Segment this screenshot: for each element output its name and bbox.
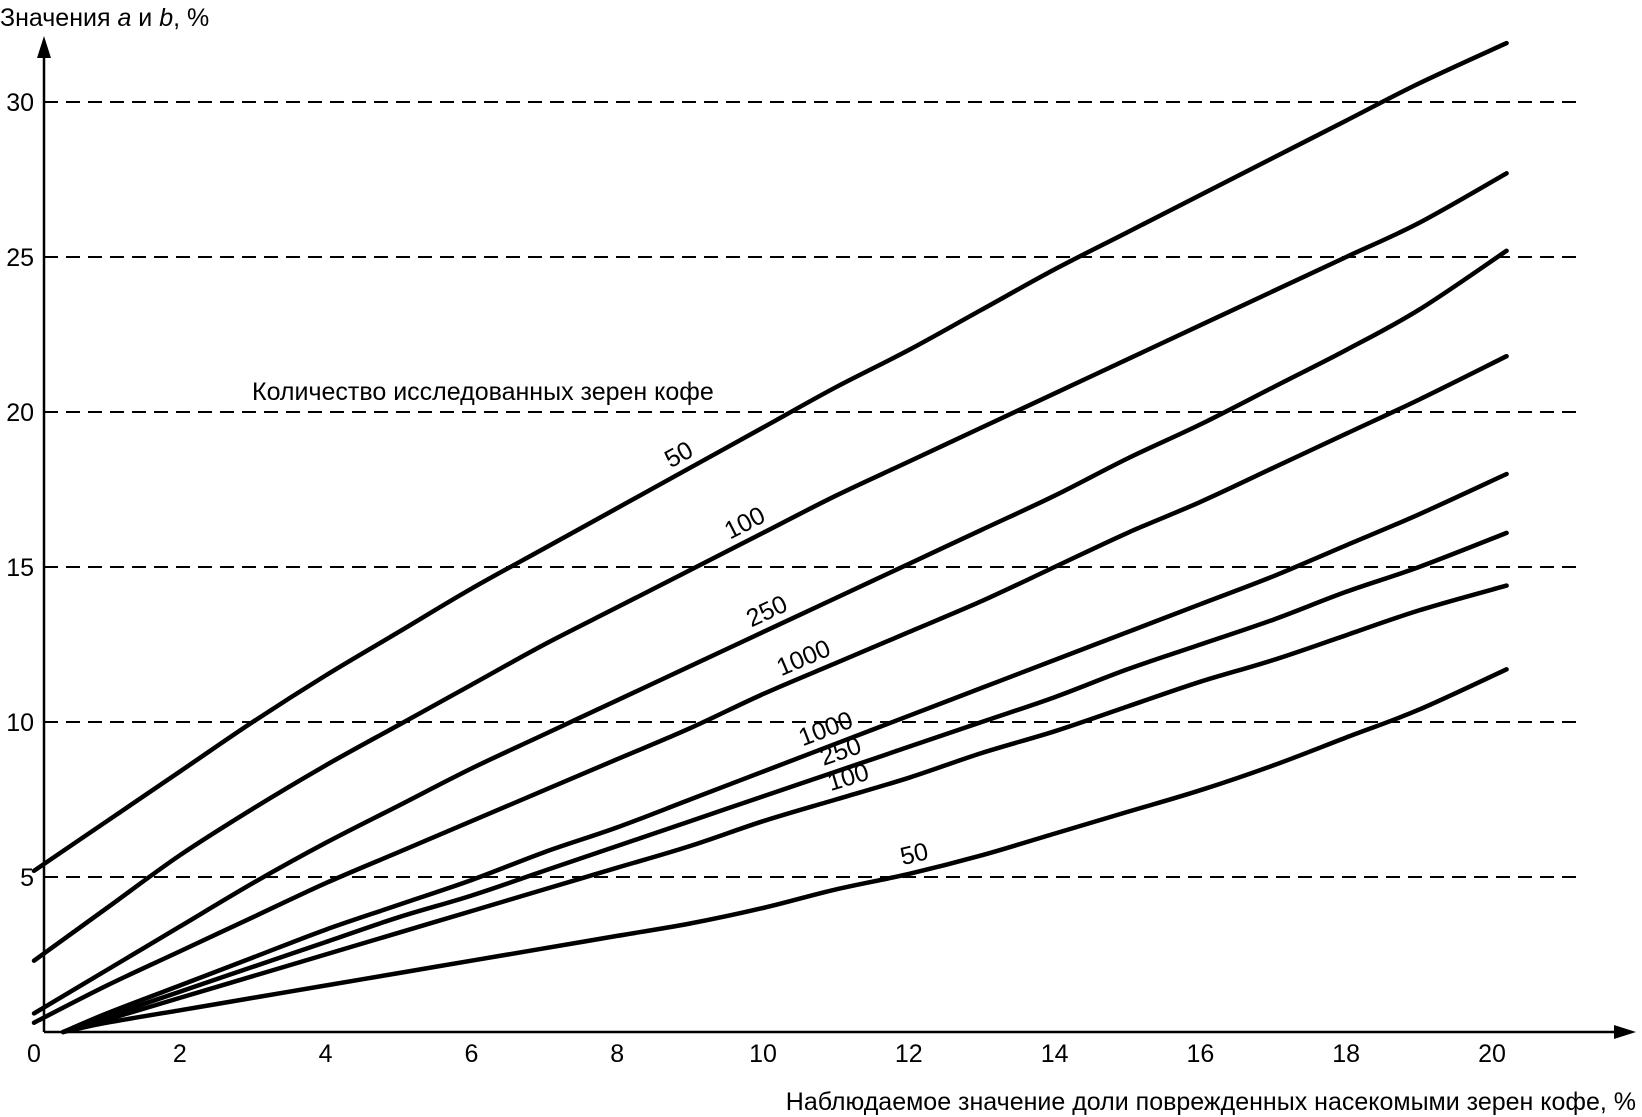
x-axis-title: Наблюдаемое значение доли поврежденных н… — [786, 1088, 1636, 1116]
x-axis-arrow — [1614, 1025, 1636, 1039]
x-tick-label: 20 — [1478, 1040, 1506, 1068]
y-tick-labels: 5 10 15 20 25 30 — [6, 89, 34, 892]
series-line-lower-100 — [60, 583, 1509, 1035]
series-line-upper-50 — [31, 40, 1509, 874]
y-tick-label: 5 — [20, 864, 34, 892]
y-tick-label: 30 — [6, 89, 34, 117]
y-tick-label: 25 — [6, 244, 34, 272]
x-tick-label: 8 — [610, 1040, 624, 1068]
series-lines — [31, 40, 1509, 1035]
origin-label: 0 — [27, 1040, 41, 1068]
x-tick-label: 16 — [1186, 1040, 1214, 1068]
x-tick-label: 2 — [173, 1040, 187, 1068]
series-line-lower-250 — [60, 530, 1509, 1035]
curve-label-upper-250: 250 — [742, 590, 792, 633]
y-tick-label: 10 — [6, 709, 34, 737]
series-line-upper-1000 — [31, 353, 1509, 1025]
curve-label-lower-50: 50 — [897, 837, 931, 871]
x-tick-label: 14 — [1041, 1040, 1069, 1068]
x-tick-label: 6 — [464, 1040, 478, 1068]
series-line-lower-50 — [60, 667, 1509, 1035]
y-tick-label: 15 — [6, 554, 34, 582]
curve-label-upper-100: 100 — [720, 501, 770, 545]
x-tick-label: 18 — [1332, 1040, 1360, 1068]
y-axis-title: Значения a и b, % — [0, 4, 209, 32]
y-axis-arrow — [37, 36, 51, 58]
gridlines — [44, 101, 1582, 878]
series-line-upper-250 — [31, 248, 1509, 1016]
y-tick-label: 20 — [6, 399, 34, 427]
x-tick-label: 4 — [319, 1040, 333, 1068]
x-tick-labels: 2 4 6 8 10 12 14 16 18 20 — [173, 1040, 1506, 1068]
series-line-lower-1000 — [60, 471, 1509, 1035]
x-tick-label: 10 — [749, 1040, 777, 1068]
x-tick-label: 12 — [895, 1040, 923, 1068]
annotation-grain-count: Количество исследованных зерен кофе — [252, 378, 714, 406]
series-line-upper-100 — [31, 171, 1509, 963]
